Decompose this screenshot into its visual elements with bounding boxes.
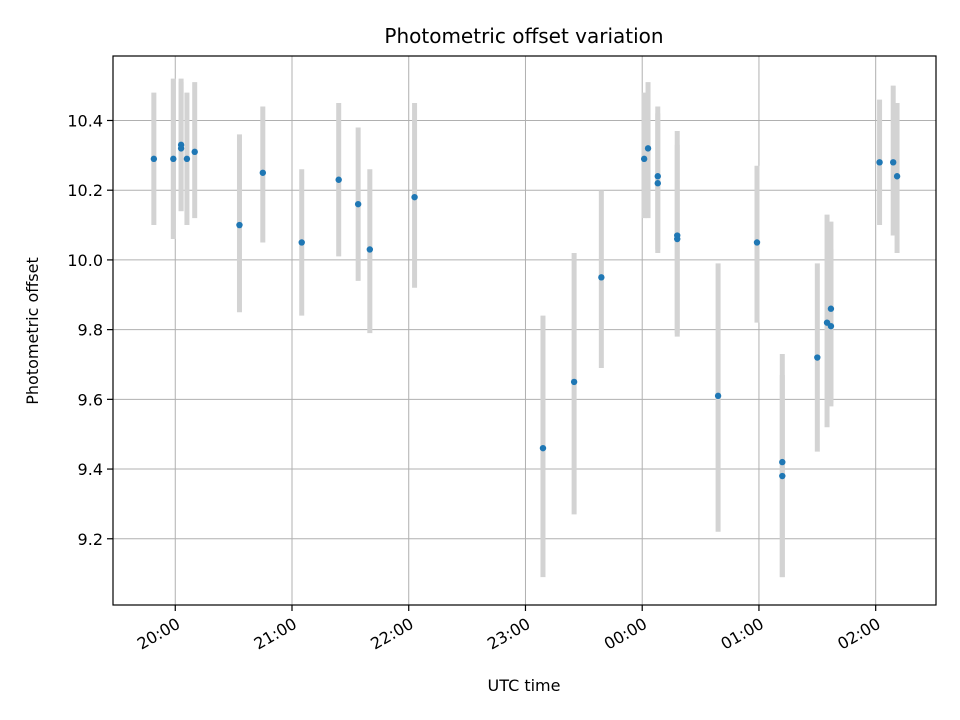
- y-axis-label: Photometric offset: [23, 257, 42, 405]
- y-tick-label: 10.0: [67, 251, 103, 270]
- data-point: [335, 176, 342, 183]
- data-point: [644, 145, 652, 152]
- data-point: [183, 155, 191, 163]
- data-point: [654, 180, 661, 187]
- y-tick-label: 10.2: [67, 181, 103, 200]
- y-tick-label: 10.4: [67, 111, 103, 130]
- data-point: [893, 173, 901, 180]
- data-point: [570, 378, 578, 386]
- data-point: [779, 458, 786, 466]
- data-point: [827, 322, 835, 330]
- data-point: [814, 354, 821, 361]
- data-point: [177, 145, 185, 152]
- data-point: [876, 159, 883, 166]
- y-tick-label: 9.2: [78, 530, 103, 549]
- data-point: [654, 173, 661, 180]
- y-tick-label: 9.6: [78, 390, 103, 409]
- data-point: [354, 200, 362, 208]
- data-point: [827, 305, 835, 312]
- y-axis-ticks: 9.2 9.4 9.6 9.8 10.0 10.2 10.4: [67, 111, 113, 549]
- data-points: [150, 141, 901, 480]
- plot-frame: [112, 55, 937, 606]
- data-point: [714, 392, 722, 400]
- data-point: [150, 155, 158, 163]
- data-point: [236, 221, 243, 229]
- data-point: [366, 246, 374, 253]
- y-tick-label: 9.4: [78, 460, 103, 479]
- data-point: [674, 232, 681, 239]
- data-point: [170, 155, 177, 163]
- data-point: [779, 472, 786, 480]
- data-point: [598, 274, 605, 281]
- data-point: [640, 155, 648, 163]
- grid: [113, 56, 936, 605]
- x-axis-label: UTC time: [488, 676, 561, 695]
- data-point: [191, 148, 198, 156]
- chart-title: Photometric offset variation: [384, 24, 663, 48]
- data-point: [411, 193, 418, 201]
- y-tick-label: 9.8: [78, 321, 103, 340]
- data-point: [298, 239, 305, 246]
- data-point: [539, 444, 547, 452]
- data-point: [889, 159, 897, 166]
- data-point: [753, 239, 761, 246]
- data-point: [259, 169, 267, 176]
